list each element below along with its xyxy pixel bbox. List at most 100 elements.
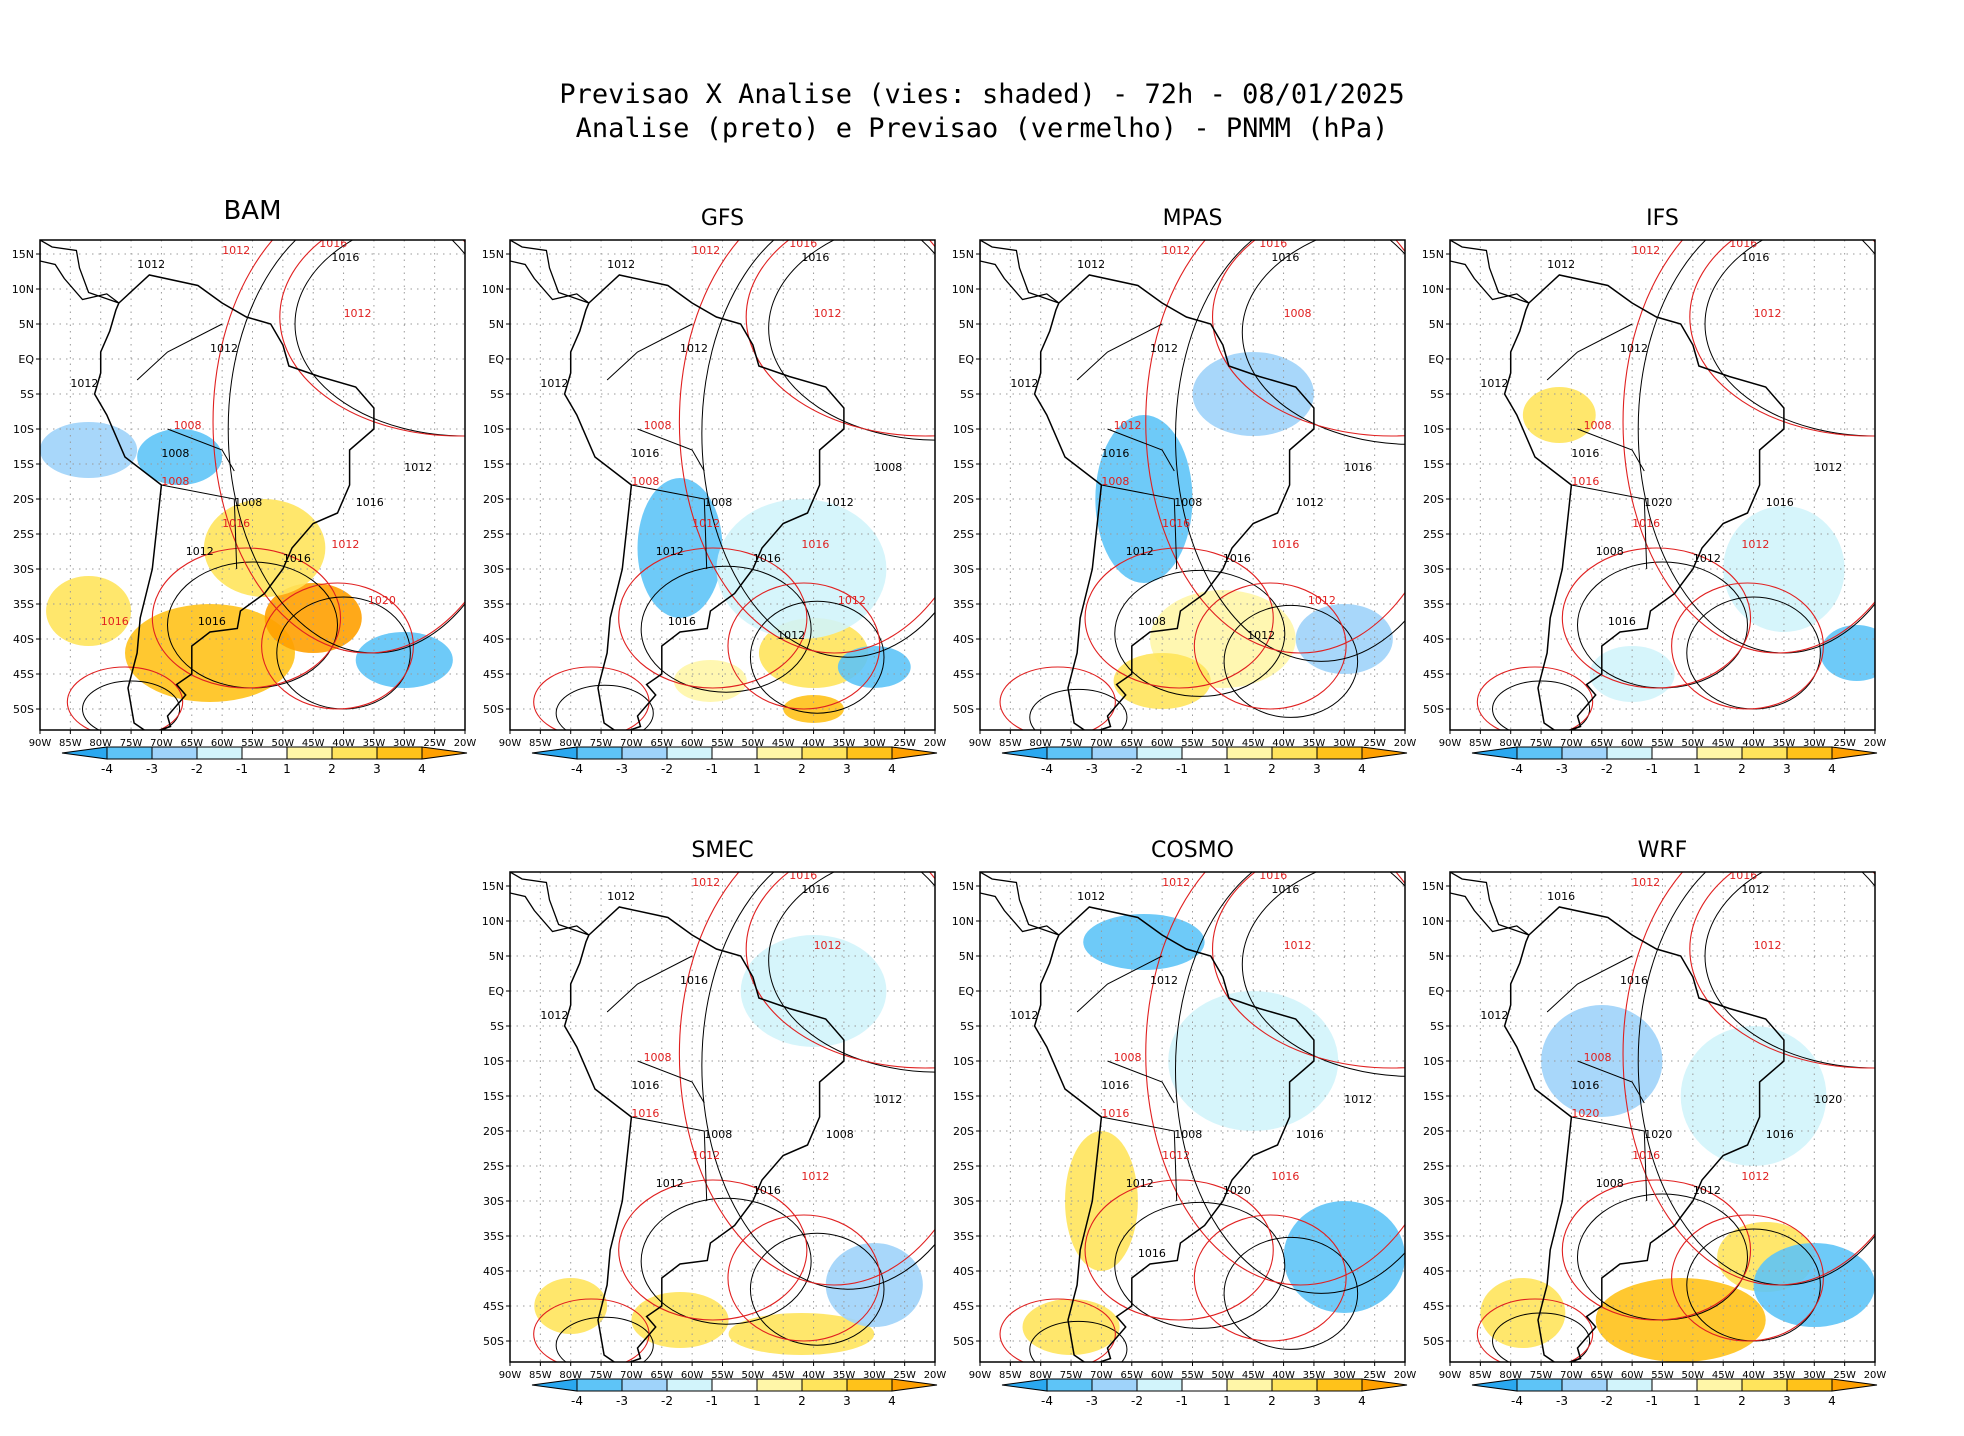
- isobar-analysis: [555, 684, 654, 730]
- colorbar-cell: [756, 746, 803, 760]
- lon-label: 85W: [999, 738, 1022, 749]
- bias-shading: [1083, 914, 1205, 970]
- central-america-coastline: [1450, 872, 1530, 936]
- isobar-label-analysis: 1008: [1596, 1177, 1624, 1190]
- bias-shading: [1820, 625, 1875, 681]
- lat-label: 5S: [1430, 1020, 1444, 1033]
- isobar-label-analysis: 1016: [680, 974, 708, 987]
- isobar-label-forecast: 1016: [1271, 1170, 1299, 1183]
- isobar-label-analysis: 1012: [1247, 629, 1275, 642]
- lon-label: 60W: [1151, 738, 1174, 749]
- lon-label: 25W: [893, 738, 916, 749]
- lat-label: 10N: [12, 283, 34, 296]
- colorbar-cell: [1696, 746, 1743, 760]
- south-america-coastline: [563, 906, 845, 1362]
- colorbar-cell: [1561, 746, 1608, 760]
- isobar-label-analysis: 1012: [186, 545, 214, 558]
- map-content: 1012101610121012100810081012101610161012…: [40, 240, 465, 730]
- colorbar-label: 3: [1783, 762, 1791, 776]
- isobar-label-forecast: 1012: [814, 939, 842, 952]
- lat-label: 15N: [1422, 248, 1444, 261]
- lat-label: 50S: [953, 1335, 974, 1348]
- isobar-forecast: [261, 582, 414, 710]
- isobar-label-forecast: 1008: [631, 475, 659, 488]
- isobar-analysis: [768, 872, 935, 1073]
- isobar-label-forecast: 1012: [692, 1149, 720, 1162]
- figure-title-line2: Analise (preto) e Previsao (vermelho) - …: [575, 113, 1389, 144]
- colorbar-cell: [286, 746, 333, 760]
- panel-title: SMEC: [691, 838, 754, 863]
- isobar-label-analysis: 1012: [1077, 258, 1105, 271]
- isobar-forecast: [1145, 872, 1405, 1286]
- bias-shading: [716, 499, 887, 639]
- isobar-label-analysis: 1008: [1174, 1128, 1202, 1141]
- lon-label: 70W: [620, 738, 643, 749]
- lon-label: 80W: [1499, 1370, 1522, 1381]
- isobar-analysis: [1704, 240, 1875, 437]
- lat-label: 5N: [489, 318, 504, 331]
- lon-label: 35W: [833, 1370, 856, 1381]
- isobar-forecast: [1145, 240, 1405, 654]
- isobar-label-analysis: 1016: [331, 251, 359, 264]
- lon-label: 45W: [1242, 1370, 1265, 1381]
- colorbar-cell: [846, 746, 893, 760]
- lat-label: 50S: [1423, 703, 1444, 716]
- lon-label: 45W: [302, 738, 325, 749]
- isobar-label-forecast: 1012: [692, 876, 720, 889]
- lon-label: 45W: [1242, 738, 1265, 749]
- colorbar-cell: [1316, 746, 1363, 760]
- lat-label: 45S: [953, 1300, 974, 1313]
- isobar-label-analysis: 1012: [1693, 1184, 1721, 1197]
- lat-label: 35S: [13, 598, 34, 611]
- isobar-forecast: [1212, 240, 1405, 437]
- map-svg: 1012 1016 1012 1012 1016 1008 1012 1016 1012 1008…: [482, 239, 946, 776]
- colorbar-cell: [756, 1378, 803, 1392]
- lat-label: 25S: [953, 528, 974, 541]
- isobar-label-forecast: 1016: [1632, 1149, 1660, 1162]
- isobar-label-forecast: 1016: [1271, 538, 1299, 551]
- colorbar-label: 1: [753, 1394, 761, 1408]
- lat-label: 5N: [959, 950, 974, 963]
- colorbar: -4 -3 -2 -1 1 2 3 4: [1471, 1378, 1878, 1408]
- isobar-analysis: [1492, 680, 1591, 730]
- lon-label: 40W: [1742, 1370, 1765, 1381]
- lat-label: 40S: [1423, 1265, 1444, 1278]
- isobar-label-forecast: 1012: [1754, 939, 1782, 952]
- lat-label: 20S: [483, 493, 504, 506]
- lat-label: 10S: [953, 423, 974, 436]
- isobar-label-forecast: 1012: [1162, 244, 1190, 257]
- colorbar-label: 1: [1223, 762, 1231, 776]
- isobar-label-forecast: 1016: [631, 1107, 659, 1120]
- lat-label: 10N: [952, 283, 974, 296]
- lon-label: 25W: [1363, 738, 1386, 749]
- isobar-label-analysis: 1012: [607, 258, 635, 271]
- colorbar-label: 3: [1313, 1394, 1321, 1408]
- lon-label: 25W: [1833, 1370, 1856, 1381]
- lon-label: 90W: [499, 1370, 522, 1381]
- lon-label: 60W: [211, 738, 234, 749]
- lat-label: 35S: [483, 1230, 504, 1243]
- isobar-analysis: [1175, 872, 1405, 1294]
- colorbar-label: 1: [283, 762, 291, 776]
- lon-label: 60W: [681, 1370, 704, 1381]
- colorbar-label: -3: [616, 1394, 628, 1408]
- isobar-label-forecast: 1016: [1259, 237, 1287, 250]
- lon-label: 50W: [1212, 738, 1235, 749]
- lon-label: 70W: [1560, 1370, 1583, 1381]
- isobar-label-forecast: 1016: [1259, 869, 1287, 882]
- lat-label: 20S: [483, 1125, 504, 1138]
- lon-label: 65W: [1590, 738, 1613, 749]
- country-borders: [606, 955, 708, 1202]
- lon-label: 60W: [1151, 1370, 1174, 1381]
- isobar-label-forecast: 1008: [1284, 307, 1312, 320]
- lat-label: 10N: [952, 915, 974, 928]
- colorbar-cell: [666, 1378, 713, 1392]
- lon-label: 50W: [742, 738, 765, 749]
- lat-label: 40S: [1423, 633, 1444, 646]
- colorbar-arrow-right: [1361, 1378, 1408, 1392]
- colorbar-cell: [151, 746, 198, 760]
- colorbar-label: 3: [1783, 1394, 1791, 1408]
- isobar-analysis: [1223, 604, 1359, 718]
- lat-label: 35S: [1423, 598, 1444, 611]
- lon-label: 30W: [1803, 738, 1826, 749]
